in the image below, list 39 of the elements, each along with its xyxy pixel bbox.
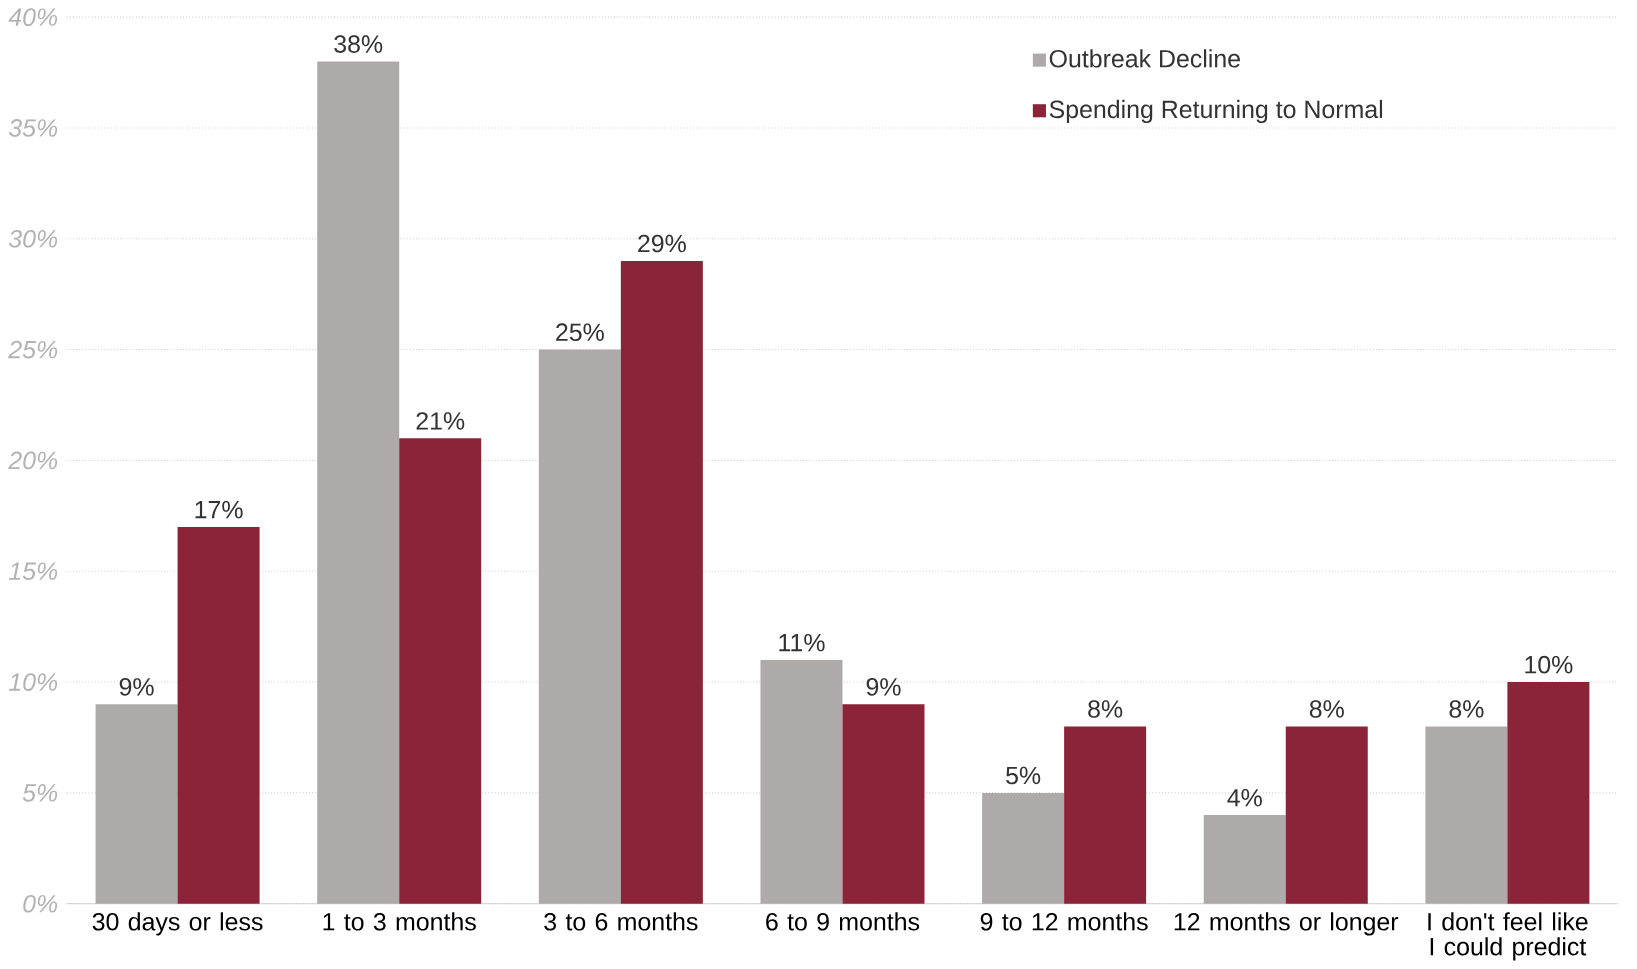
x-tick-label: 6 to 9 months [766,912,920,931]
bar [1285,726,1368,904]
data-label: 25% [556,323,604,342]
data-label: 5% [1006,766,1041,785]
bar [1064,726,1147,904]
y-tick-label: 0% [23,895,58,913]
bar [842,704,925,904]
x-tick-label: 1 to 3 months [323,912,476,931]
x-tick-label: 12 months or longer [1174,912,1399,936]
bar [1507,682,1590,904]
legend-label: Spending Returning to Normal [1049,100,1383,124]
data-label: 29% [638,234,686,253]
y-tick-label: 10% [8,673,58,692]
data-label: 9% [119,678,154,696]
data-label: 11% [779,634,825,652]
x-tick-label: 9 to 12 months [980,912,1148,931]
y-tick-label: 5% [22,784,58,802]
data-label: 21% [416,412,465,430]
data-label: 38% [334,35,383,54]
bar [177,527,260,904]
x-tick-label: 30 days or less [92,912,263,936]
data-label: 8% [1449,700,1484,718]
y-tick-label: 15% [8,562,58,581]
bar [620,261,703,904]
bar [399,438,482,904]
data-label: 9% [866,678,901,696]
data-label: 17% [195,501,243,519]
y-tick-label: 35% [8,119,58,137]
y-tick-label: 30% [8,230,58,248]
legend-label: Outbreak Decline [1049,49,1240,68]
data-label: 8% [1309,700,1344,718]
data-label: 8% [1088,700,1123,718]
data-label: 10% [1525,655,1573,674]
y-tick-label: 25% [8,340,58,359]
data-label: 4% [1227,789,1262,807]
x-tick-label: 3 to 6 months [544,912,698,931]
y-tick-label: 20% [8,451,58,470]
y-tick-label: 40% [8,8,58,27]
x-tick-label: I don't feel like I could predict [1428,912,1588,961]
